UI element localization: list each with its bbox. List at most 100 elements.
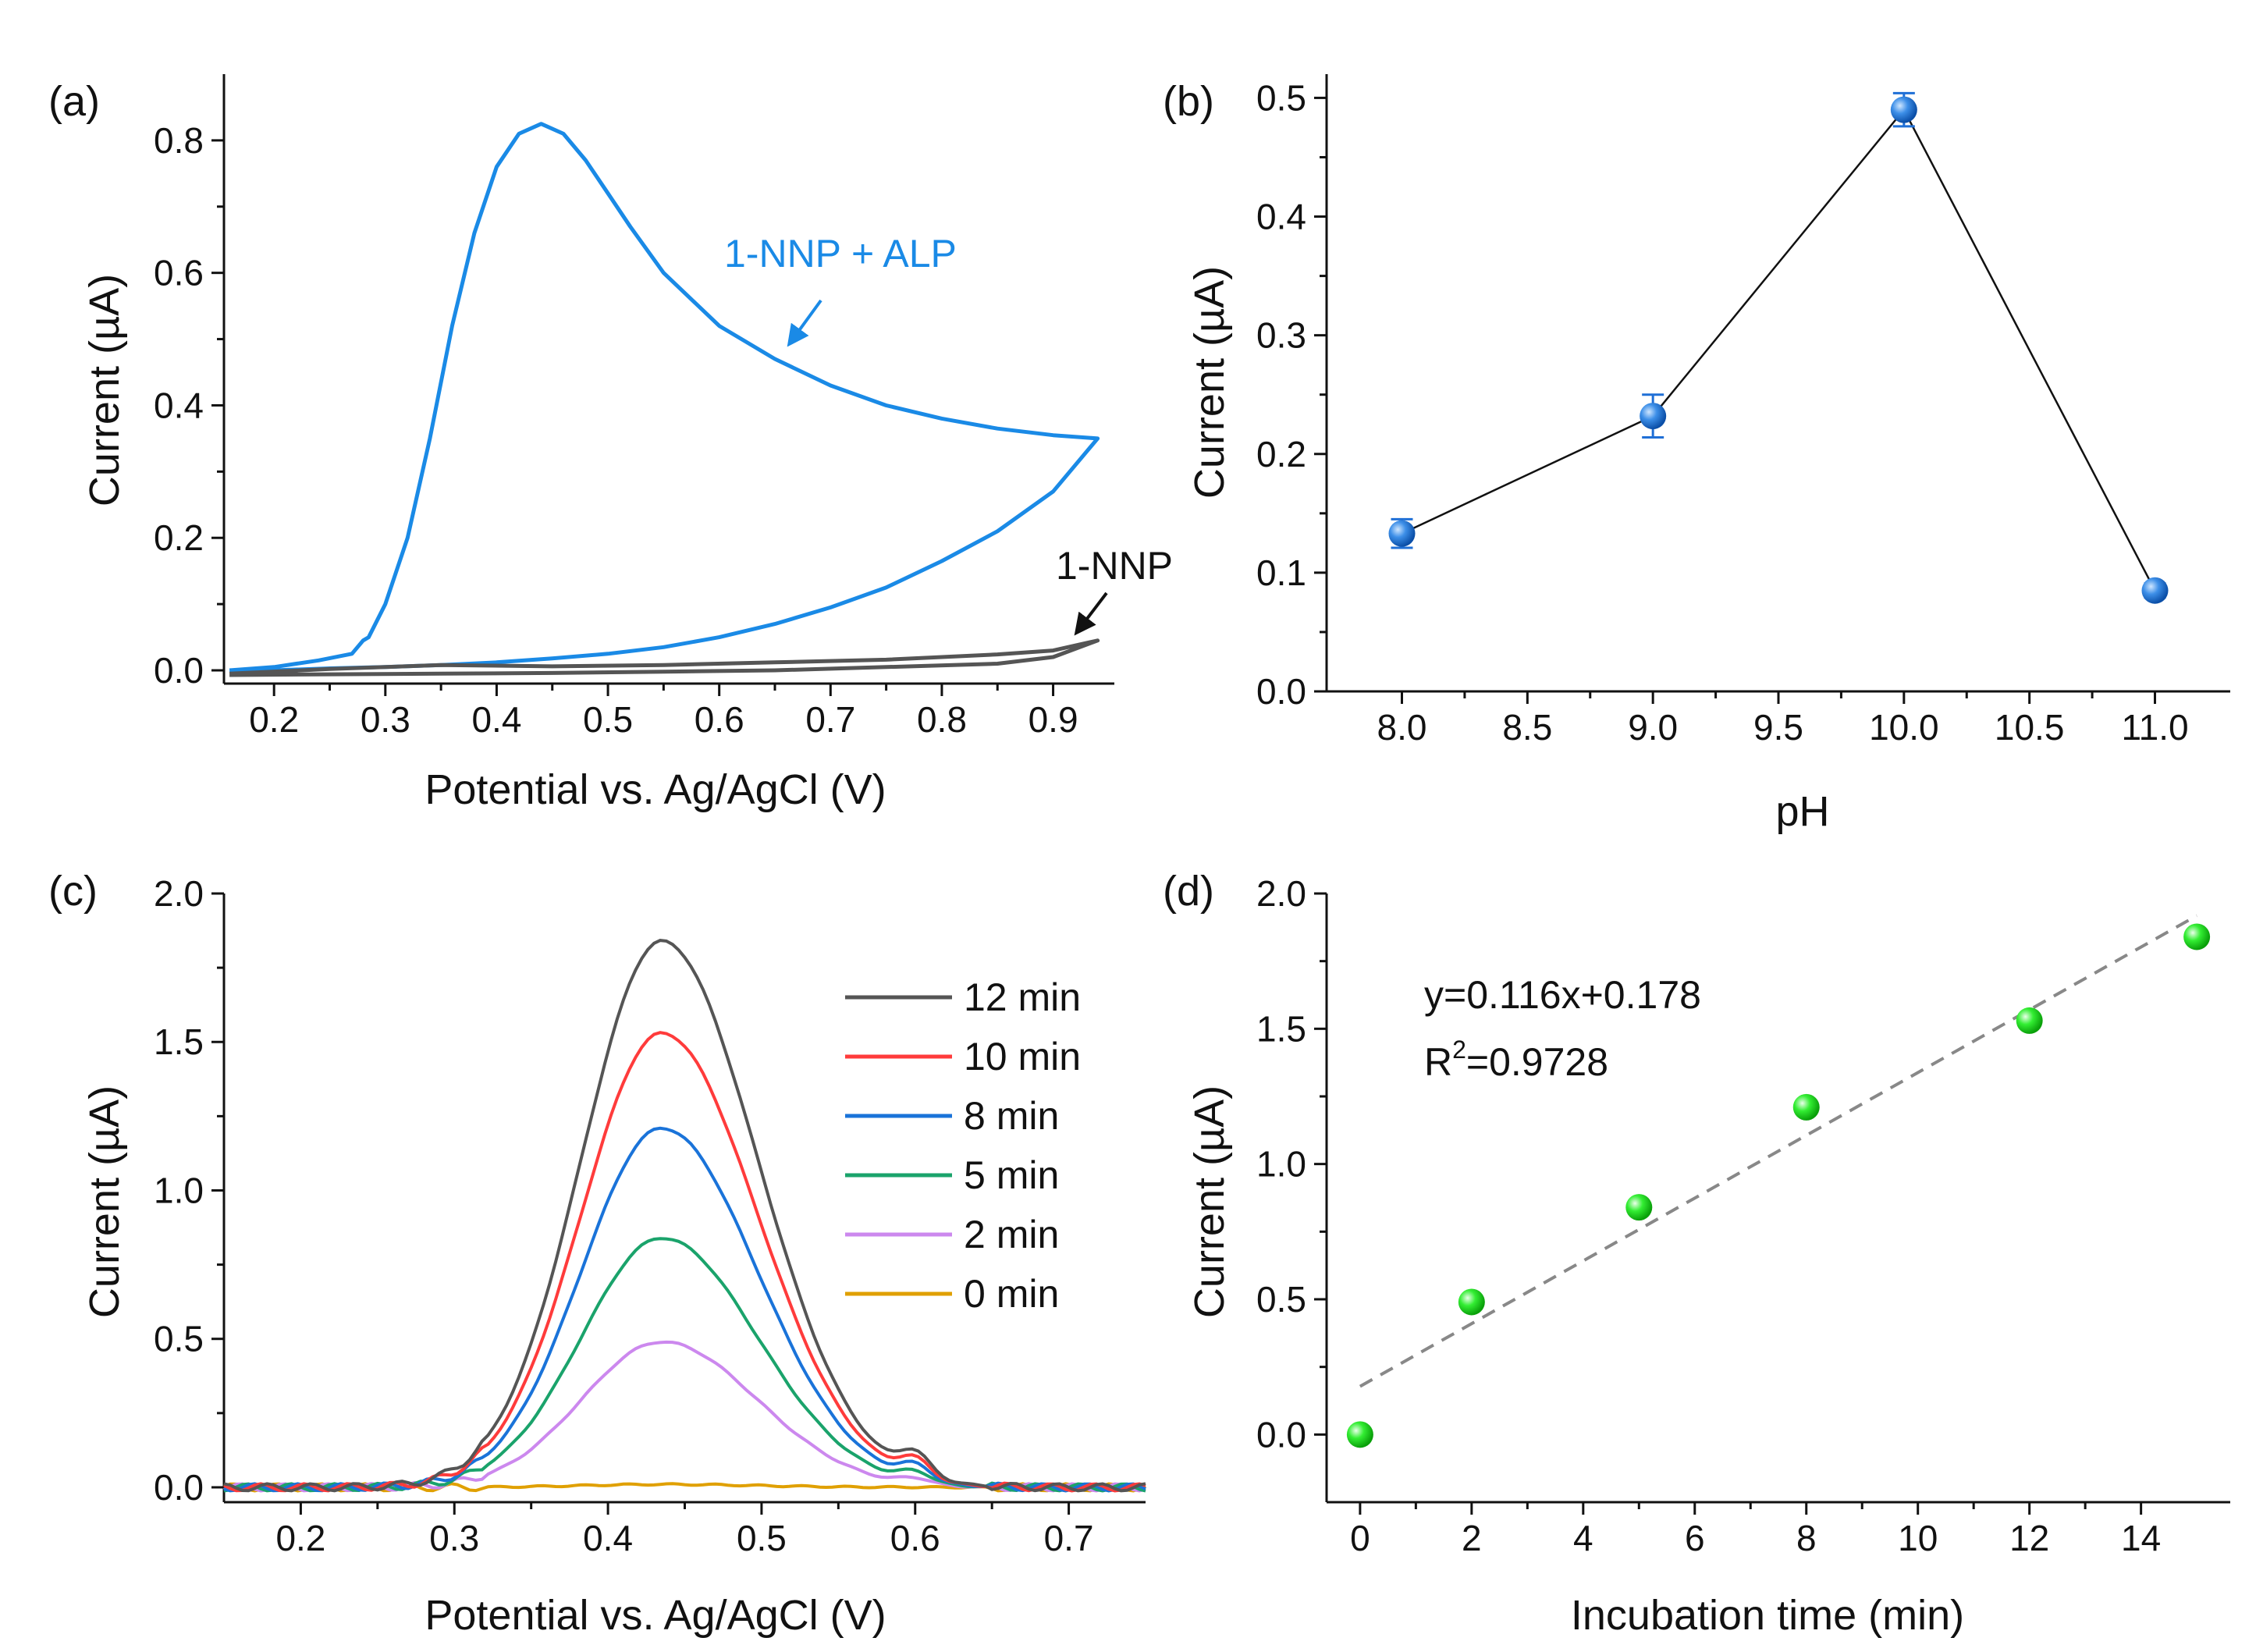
legend-label: 10 min <box>964 1035 1081 1078</box>
c-y-tick-label: 1.5 <box>154 1021 204 1062</box>
b-data-point <box>1640 403 1667 430</box>
x-axis-title-b: pH <box>1775 788 1829 835</box>
b-x-tick-label: 11.0 <box>2121 707 2188 748</box>
b-y-tick-label: 0.4 <box>1256 197 1306 237</box>
plot-area-d: 0 2 4 6 8 10 12 14 0.0 0.5 1.0 1.5 2.0 <box>1256 873 2230 1558</box>
c-y-tick-label: 0.0 <box>154 1467 204 1508</box>
a-x-tick-label: 0.6 <box>695 699 744 740</box>
x-axis-title-c: Potential vs. Ag/AgCl (V) <box>425 1592 886 1639</box>
panel-label-b: (b) <box>1163 78 1214 125</box>
a-x-tick-label: 0.8 <box>917 699 967 740</box>
a-x-tick-label: 0.7 <box>805 699 855 740</box>
b-data-point <box>2141 577 2169 604</box>
c-x-tick-label: 0.4 <box>583 1518 633 1558</box>
plot-area-a: 0.2 0.3 0.4 0.5 0.6 0.7 0.8 0.9 0.0 0.2 0.4 0.6 0.8 <box>154 74 1114 740</box>
r2-prefix: R <box>1424 1040 1452 1084</box>
d-x-tick-label: 10 <box>1898 1518 1938 1558</box>
legend-label: 5 min <box>964 1153 1059 1197</box>
c-x-tick-label: 0.3 <box>429 1518 479 1558</box>
b-x-tick-label: 10.0 <box>1869 707 1939 748</box>
a-x-tick-label: 0.5 <box>583 699 633 740</box>
b-y-tick-label: 0.5 <box>1256 77 1306 118</box>
c-x-tick-label: 0.2 <box>275 1518 325 1558</box>
b-x-tick-label: 9.5 <box>1753 707 1803 748</box>
b-data-point <box>1388 520 1416 547</box>
r2-value: =0.9728 <box>1466 1040 1608 1084</box>
fit-equation: y=0.116x+0.178 <box>1424 973 1701 1017</box>
a-y-tick-label: 0.2 <box>154 517 204 558</box>
plot-area-b: 8.0 8.5 9.0 9.5 10.0 10.5 11.0 0.0 0.1 0.2 0.3 0.4 0… <box>1256 74 2230 748</box>
fit-r-squared: R2=0.9728 <box>1424 1036 1608 1084</box>
d-y-tick-label: 1.0 <box>1256 1144 1306 1185</box>
a-y-tick-label: 0.4 <box>154 385 204 425</box>
arrow-nnp-alp <box>787 299 822 347</box>
d-y-tick-label: 0.0 <box>1256 1414 1306 1455</box>
legend-c: 12 min 10 min 8 min 5 min 2 min 0 min <box>845 975 1081 1316</box>
a-series-nnp-line <box>229 638 1100 677</box>
d-data-point <box>1792 1093 1820 1121</box>
d-y-tick-label: 1.5 <box>1256 1008 1306 1049</box>
y-axis-title-a: Current (µA) <box>81 274 128 506</box>
d-x-tick-label: 8 <box>1796 1518 1817 1558</box>
b-y-tick-label: 0.0 <box>1256 671 1306 712</box>
legend-label: 8 min <box>964 1094 1059 1138</box>
panel-label-c: (c) <box>48 868 98 915</box>
b-x-tick-label: 8.5 <box>1502 707 1552 748</box>
arrow-nnp <box>1074 592 1108 636</box>
d-x-tick-label: 14 <box>2121 1518 2161 1558</box>
panel-label-d: (d) <box>1163 868 1214 915</box>
d-data-point <box>1346 1421 1373 1448</box>
b-connecting-line <box>1401 108 2156 592</box>
b-y-tick-label: 0.2 <box>1256 434 1306 474</box>
d-data-point <box>1625 1194 1653 1221</box>
r2-superscript: 2 <box>1452 1036 1466 1064</box>
c-y-tick-label: 2.0 <box>154 873 204 914</box>
x-axis-title-a: Potential vs. Ag/AgCl (V) <box>425 766 886 813</box>
legend-label: 12 min <box>964 975 1081 1019</box>
b-y-tick-label: 0.1 <box>1256 552 1306 593</box>
d-x-tick-label: 12 <box>2009 1518 2049 1558</box>
a-y-tick-label: 0.6 <box>154 253 204 293</box>
b-x-tick-label: 9.0 <box>1628 707 1678 748</box>
a-y-tick-label: 0.0 <box>154 650 204 691</box>
a-x-tick-label: 0.4 <box>471 699 521 740</box>
d-x-tick-label: 6 <box>1685 1518 1705 1558</box>
d-fit-line <box>1359 914 2198 1388</box>
annotation-nnp: 1-NNP <box>1056 544 1173 588</box>
a-series-nnp-alp-line <box>229 122 1100 673</box>
c-series-8-min-line <box>223 1126 1146 1493</box>
x-axis-title-d: Incubation time (min) <box>1571 1592 1964 1639</box>
b-y-tick-label: 0.3 <box>1256 315 1306 356</box>
d-data-point <box>2016 1007 2043 1034</box>
panel-d: (d) 0 2 4 6 8 10 12 14 0.0 0.5 1.0 1.5 2.0 y=0.116x+… <box>1163 868 2230 1639</box>
d-y-tick-label: 0.5 <box>1256 1279 1306 1320</box>
d-x-tick-label: 0 <box>1350 1518 1370 1558</box>
d-data-point <box>1458 1288 1485 1316</box>
a-y-tick-label: 0.8 <box>154 120 204 161</box>
c-x-tick-label: 0.6 <box>890 1518 940 1558</box>
c-y-tick-label: 1.0 <box>154 1170 204 1210</box>
b-x-tick-label: 8.0 <box>1377 707 1427 748</box>
d-data-point <box>2183 923 2211 950</box>
panel-label-a: (a) <box>48 78 100 125</box>
c-y-tick-label: 0.5 <box>154 1319 204 1359</box>
c-x-tick-label: 0.5 <box>737 1518 787 1558</box>
annotation-nnp-alp: 1-NNP + ALP <box>724 232 957 275</box>
plot-area-c: 0.2 0.3 0.4 0.5 0.6 0.7 0.0 0.5 1.0 1.5 2.0 <box>154 873 1146 1558</box>
c-series-2-min-line <box>223 1340 1146 1493</box>
y-axis-title-b: Current (µA) <box>1186 266 1233 499</box>
legend-label: 0 min <box>964 1272 1059 1316</box>
d-x-tick-label: 2 <box>1462 1518 1482 1558</box>
y-axis-title-c: Current (µA) <box>81 1085 128 1318</box>
c-x-tick-label: 0.7 <box>1044 1518 1094 1558</box>
c-series-12-min-line <box>223 939 1146 1493</box>
a-x-tick-label: 0.2 <box>249 699 299 740</box>
panel-a: (a) 0.2 0.3 0.4 0.5 0.6 0.7 0.8 0.9 0.0 0.2 0.4 0.6… <box>48 74 1173 813</box>
a-x-tick-label: 0.3 <box>361 699 410 740</box>
d-x-tick-label: 4 <box>1573 1518 1593 1558</box>
b-x-tick-label: 10.5 <box>1995 707 2065 748</box>
b-data-point <box>1890 96 1917 123</box>
panel-c: (c) 0.2 0.3 0.4 0.5 0.6 0.7 0.0 0.5 1.0 1.5 2.0 12… <box>48 868 1146 1639</box>
y-axis-title-d: Current (µA) <box>1186 1085 1233 1318</box>
